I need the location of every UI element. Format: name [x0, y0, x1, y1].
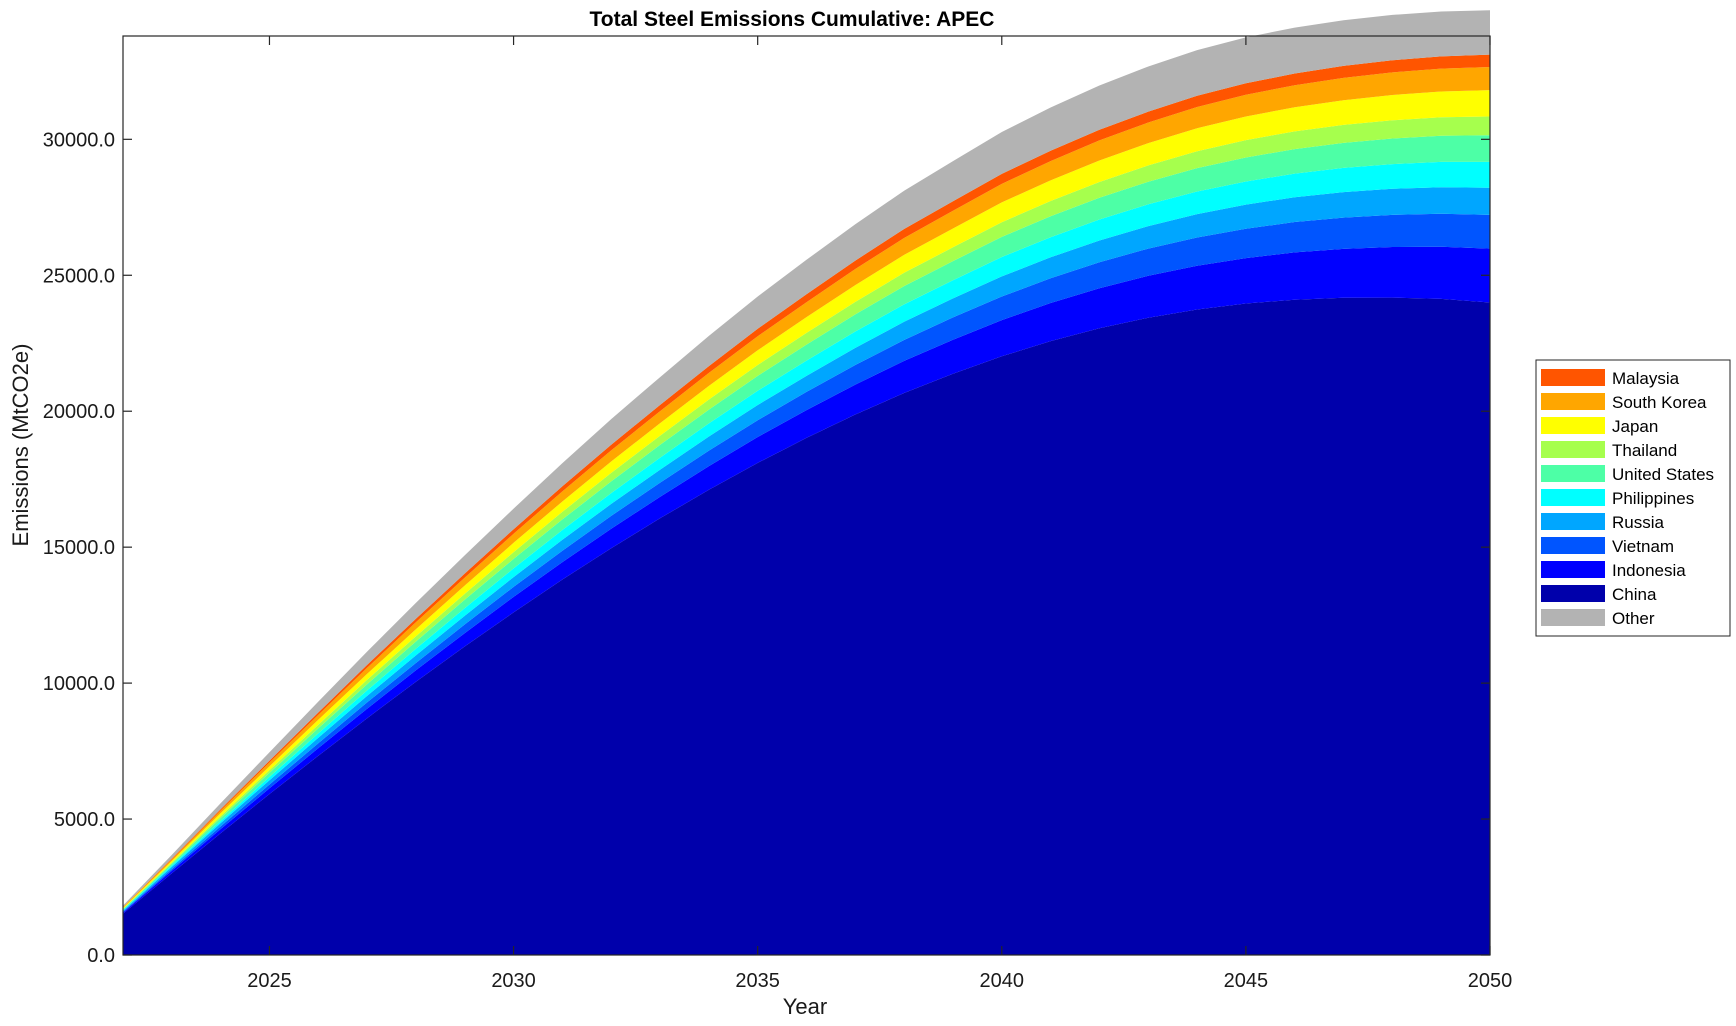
legend-swatch-indonesia — [1541, 561, 1605, 578]
legend-label-russia: Russia — [1612, 513, 1665, 532]
plot-frame — [122, 35, 1491, 956]
legend-label-malaysia: Malaysia — [1612, 369, 1680, 388]
areas-layer — [123, 10, 1490, 956]
x-tick-label: 2045 — [1224, 970, 1269, 992]
legend-label-south-korea: South Korea — [1612, 393, 1707, 412]
legend-swatch-philippines — [1541, 489, 1605, 506]
y-tick-label: 15000.0 — [43, 537, 115, 559]
x-tick-label: 2025 — [247, 970, 292, 992]
legend-label-vietnam: Vietnam — [1612, 537, 1674, 556]
legend-swatch-malaysia — [1541, 369, 1605, 386]
area-china — [123, 297, 1490, 956]
x-tick-label: 2040 — [980, 970, 1025, 992]
y-tick-label: 30000.0 — [43, 129, 115, 151]
y-tick-label: 20000.0 — [43, 401, 115, 423]
legend-label-thailand: Thailand — [1612, 441, 1677, 460]
y-tick-label: 5000.0 — [54, 809, 115, 831]
y-tick-label: 10000.0 — [43, 673, 115, 695]
y-tick-label: 25000.0 — [43, 265, 115, 287]
legend-swatch-thailand — [1541, 441, 1605, 458]
legend-swatch-russia — [1541, 513, 1605, 530]
x-tick-label: 2030 — [491, 970, 536, 992]
x-tick-label: 2035 — [735, 970, 780, 992]
legend-label-united-states: United States — [1612, 465, 1714, 484]
y-axis-title: Emissions (MtCO2e) — [8, 344, 33, 547]
legend-label-japan: Japan — [1612, 417, 1658, 436]
legend-swatch-other — [1541, 609, 1605, 626]
legend-swatch-vietnam — [1541, 537, 1605, 554]
x-axis-title: Year — [783, 994, 827, 1019]
legend-swatch-china — [1541, 585, 1605, 602]
axes-layer: 2025 2030 2035 2040 2045 2050 0.0 5000.0 10000.0… — [43, 35, 1513, 992]
legend-label-philippines: Philippines — [1612, 489, 1694, 508]
y-tick-label: 0.0 — [87, 945, 115, 967]
legend-label-other: Other — [1612, 609, 1655, 628]
legend-label-china: China — [1612, 585, 1657, 604]
chart-title: Total Steel Emissions Cumulative: APEC — [590, 8, 995, 31]
legend-swatch-south-korea — [1541, 393, 1605, 410]
legend-swatch-japan — [1541, 417, 1605, 434]
legend: Malaysia South Korea Japan Thailand United S… — [1535, 359, 1731, 637]
legend-label-indonesia: Indonesia — [1612, 561, 1686, 580]
legend-swatch-united-states — [1541, 465, 1605, 482]
x-tick-label: 2050 — [1468, 970, 1513, 992]
